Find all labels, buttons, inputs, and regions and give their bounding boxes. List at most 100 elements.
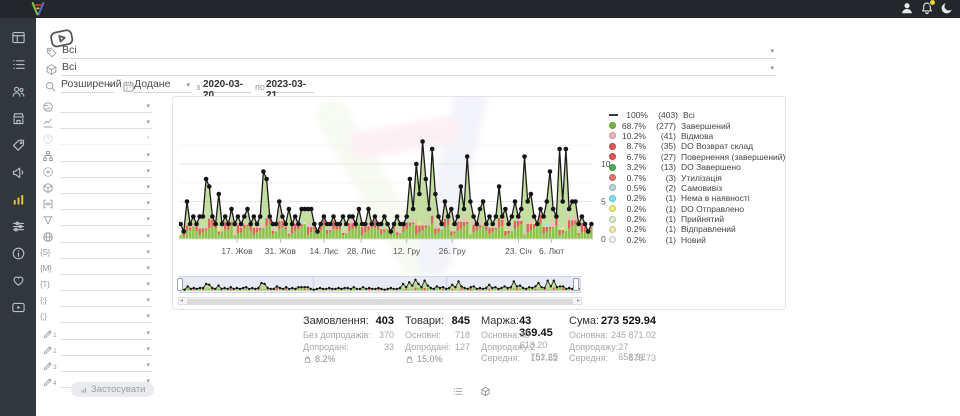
chevron-down-icon: ▾ xyxy=(186,81,190,89)
legend-item[interactable]: 8.7%(35)DO Возврат склад xyxy=(609,141,783,151)
dashboard-icon xyxy=(11,30,26,45)
legend-dot-swatch xyxy=(609,122,616,129)
filter-row-help-filter: ▾ xyxy=(40,131,154,147)
custom-field-2-select[interactable]: ▾ xyxy=(60,342,152,356)
navigator-left-handle[interactable] xyxy=(177,278,183,291)
chevron-down-icon: ▾ xyxy=(770,64,774,72)
svg-text:5: 5 xyxy=(601,197,606,207)
chart-icon xyxy=(11,192,26,207)
filter-row-visibility-filter: ▾ xyxy=(40,196,154,212)
chart-scrollbar[interactable]: ◂ ∷ ▸ xyxy=(178,297,582,305)
legend-item[interactable]: 3.2%(13)DO Завершено xyxy=(609,162,783,172)
svg-text:6. Лют: 6. Лют xyxy=(539,246,564,256)
legend-item[interactable]: 10.2%(41)Відмова xyxy=(609,131,783,141)
product-filter[interactable]: Всі▾ xyxy=(62,61,776,76)
var-s-filter-select[interactable]: ▾ xyxy=(60,245,152,259)
moon-icon[interactable] xyxy=(940,1,954,15)
legend-item[interactable]: 68.7%(277)Завершений xyxy=(609,120,783,130)
svg-text:26. Гру: 26. Гру xyxy=(439,246,467,256)
var-icon: {S} xyxy=(40,247,50,257)
var-m-filter-select[interactable]: ▾ xyxy=(60,261,152,275)
svg-text:12. Гру: 12. Гру xyxy=(393,246,421,256)
product-view-icon[interactable] xyxy=(480,384,491,395)
user-icon[interactable] xyxy=(900,1,914,15)
search-icon[interactable] xyxy=(44,80,57,93)
search-mode-select[interactable]: Розширений▾ xyxy=(61,78,114,93)
list-view-icon[interactable] xyxy=(452,384,463,395)
legend-item[interactable]: 0.2%(1)Відправлений xyxy=(609,224,783,234)
legend-item[interactable]: 0.2%(1)Прийнятий xyxy=(609,214,783,224)
sidebar-item-settings[interactable] xyxy=(0,213,36,240)
world-filter-select[interactable]: ▾ xyxy=(60,99,152,113)
legend-item[interactable]: 6.7%(27)Повернення (завершений) xyxy=(609,152,783,162)
chevron-down-icon: ▾ xyxy=(146,232,150,240)
filter-row-custom-field-3: 3▾ xyxy=(40,358,154,374)
category-filter[interactable]: Всі▾ xyxy=(62,44,776,59)
stat-title: Маржа:43 369.45 xyxy=(481,315,558,330)
apply-button[interactable]: Застосувати xyxy=(71,382,154,397)
custom-field-3-select[interactable]: ▾ xyxy=(60,358,152,372)
sidebar-item-store[interactable] xyxy=(0,105,36,132)
sliders-icon xyxy=(11,219,26,234)
sidebar-item-dashboard[interactable] xyxy=(0,24,36,51)
bell-icon[interactable] xyxy=(920,1,934,15)
bag-icon xyxy=(405,355,414,364)
sidebar-item-customers[interactable] xyxy=(0,78,36,105)
funnel-filter-select[interactable]: ▾ xyxy=(60,212,152,226)
chevron-down-icon: ▾ xyxy=(146,118,150,126)
stat-column: Товари:845Основні:718Допродані:12715.0% xyxy=(405,315,470,365)
legend-dot-swatch xyxy=(609,236,616,243)
app-logo-icon[interactable] xyxy=(30,1,46,17)
globe-icon xyxy=(42,230,54,242)
navigator-right-handle[interactable] xyxy=(573,278,579,291)
legend-item[interactable]: 0.7%(3)Утилізація xyxy=(609,172,783,182)
globe-filter-select[interactable]: ▾ xyxy=(60,229,152,243)
scroll-left-icon[interactable]: ◂ xyxy=(180,297,183,304)
orders-status-chart[interactable]: 17. Жов31. Жов14. Лис28. Лис12. Гру26. Г… xyxy=(179,111,629,259)
filter-row-world-filter: ▾ xyxy=(40,99,154,115)
custom-field-1-select[interactable]: ▾ xyxy=(60,326,152,340)
sidebar-item-analytics[interactable] xyxy=(0,186,36,213)
sphere-filter-select[interactable]: ▾ xyxy=(60,164,152,178)
date-to-input[interactable]: 2023-03-21 xyxy=(266,79,314,93)
svg-text:31. Жов: 31. Жов xyxy=(265,246,297,256)
var-colon-filter-select[interactable]: ▾ xyxy=(60,293,152,307)
sidebar-item-info[interactable] xyxy=(0,240,36,267)
chart-navigator[interactable] xyxy=(179,276,581,293)
sidebar-item-marketing[interactable] xyxy=(0,159,36,186)
hierarchy-filter-select[interactable]: ▾ xyxy=(60,148,152,162)
legend-item[interactable]: 100%(403)Всі xyxy=(609,110,783,120)
legend-item[interactable]: 0.2%(1)Нема в наявності xyxy=(609,193,783,203)
var-semicolon-filter-select[interactable]: ▾ xyxy=(60,309,152,323)
svg-text:23. Січ: 23. Січ xyxy=(505,246,532,256)
chevron-down-icon: ▾ xyxy=(146,296,150,304)
scroll-right-icon[interactable]: ▸ xyxy=(577,297,580,304)
product-type-filter-select[interactable]: ▾ xyxy=(60,180,152,194)
trend-filter-select[interactable]: ▾ xyxy=(60,115,152,129)
date-from-input[interactable]: 2020-03-20 xyxy=(203,79,251,93)
help-filter-select[interactable]: ▾ xyxy=(60,131,152,145)
sidebar-item-tutorials[interactable] xyxy=(0,294,36,321)
sidebar-item-orders[interactable] xyxy=(0,51,36,78)
date-from-label: з xyxy=(196,82,200,92)
chevron-down-icon: ▾ xyxy=(146,215,150,223)
sidebar-item-support[interactable] xyxy=(0,267,36,294)
visibility-filter-select[interactable]: ▾ xyxy=(60,196,152,210)
sidebar-item-promotions[interactable] xyxy=(0,132,36,159)
var-t-filter-select[interactable]: ▾ xyxy=(60,277,152,291)
legend-item[interactable]: 0.2%(1)Новий xyxy=(609,235,783,245)
legend-item[interactable]: 0.5%(2)Самовивіз xyxy=(609,183,783,193)
legend-item[interactable]: 0.2%(1)DO Отправлено xyxy=(609,204,783,214)
legend-dot-swatch xyxy=(609,226,616,233)
category-filter-value: Всі xyxy=(62,44,77,56)
legend-line-swatch xyxy=(609,114,618,116)
date-field-select[interactable]: Додане ▾ xyxy=(134,78,192,93)
scrollbar-thumb[interactable]: ∷ xyxy=(187,299,573,305)
chevron-down-icon: ▾ xyxy=(146,199,150,207)
search-mode-value: Розширений xyxy=(61,78,122,90)
filter-row-var-colon-filter: {:}▾ xyxy=(40,293,154,309)
world-icon xyxy=(42,100,54,112)
sphere-icon xyxy=(42,165,54,177)
upsell-share: 15.0% xyxy=(405,354,470,364)
date-field-value: Додане xyxy=(134,78,170,90)
